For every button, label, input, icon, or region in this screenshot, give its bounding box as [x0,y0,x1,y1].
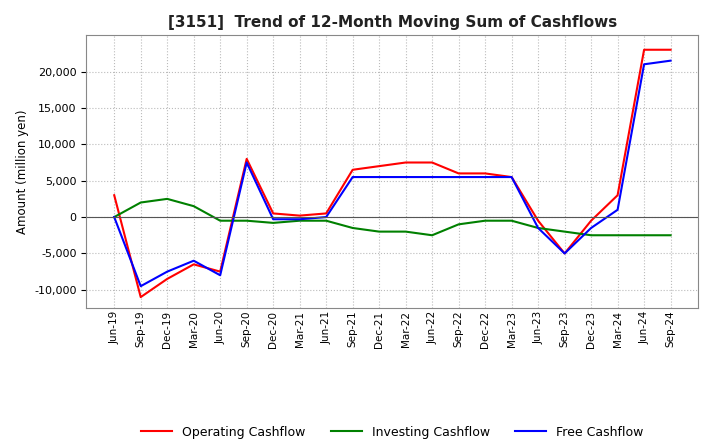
Operating Cashflow [587,218,595,224]
Free Cashflow [163,269,171,274]
Investing Cashflow [189,204,198,209]
Investing Cashflow [560,229,569,234]
Operating Cashflow [454,171,463,176]
Investing Cashflow [587,233,595,238]
Operating Cashflow [375,164,384,169]
Free Cashflow [481,174,490,180]
Investing Cashflow [216,218,225,224]
Free Cashflow [613,207,622,213]
Free Cashflow [640,62,649,67]
Investing Cashflow [110,214,119,220]
Investing Cashflow [666,233,675,238]
Operating Cashflow [428,160,436,165]
Operating Cashflow [163,276,171,282]
Operating Cashflow [348,167,357,172]
Investing Cashflow [322,218,330,224]
Operating Cashflow [481,171,490,176]
Free Cashflow [587,225,595,231]
Investing Cashflow [428,233,436,238]
Free Cashflow [243,160,251,165]
Operating Cashflow [508,174,516,180]
Operating Cashflow [136,294,145,300]
Line: Investing Cashflow: Investing Cashflow [114,199,670,235]
Free Cashflow [401,174,410,180]
Operating Cashflow [640,47,649,52]
Investing Cashflow [454,222,463,227]
Free Cashflow [136,283,145,289]
Free Cashflow [348,174,357,180]
Operating Cashflow [295,213,304,218]
Operating Cashflow [534,218,542,224]
Investing Cashflow [243,218,251,224]
Free Cashflow [508,174,516,180]
Free Cashflow [560,251,569,256]
Free Cashflow [322,214,330,220]
Free Cashflow [269,216,277,222]
Investing Cashflow [613,233,622,238]
Investing Cashflow [163,196,171,202]
Operating Cashflow [189,262,198,267]
Operating Cashflow [110,193,119,198]
Free Cashflow [534,225,542,231]
Operating Cashflow [666,47,675,52]
Investing Cashflow [508,218,516,224]
Operating Cashflow [560,251,569,256]
Legend: Operating Cashflow, Investing Cashflow, Free Cashflow: Operating Cashflow, Investing Cashflow, … [136,421,649,440]
Investing Cashflow [269,220,277,226]
Investing Cashflow [640,233,649,238]
Investing Cashflow [401,229,410,234]
Line: Free Cashflow: Free Cashflow [114,61,670,286]
Y-axis label: Amount (million yen): Amount (million yen) [16,110,29,234]
Investing Cashflow [136,200,145,205]
Free Cashflow [295,216,304,222]
Free Cashflow [110,214,119,220]
Operating Cashflow [243,156,251,161]
Operating Cashflow [269,211,277,216]
Free Cashflow [375,174,384,180]
Operating Cashflow [401,160,410,165]
Operating Cashflow [613,193,622,198]
Free Cashflow [454,174,463,180]
Line: Operating Cashflow: Operating Cashflow [114,50,670,297]
Operating Cashflow [216,269,225,274]
Investing Cashflow [481,218,490,224]
Free Cashflow [189,258,198,264]
Investing Cashflow [348,225,357,231]
Free Cashflow [216,273,225,278]
Free Cashflow [428,174,436,180]
Investing Cashflow [375,229,384,234]
Title: [3151]  Trend of 12-Month Moving Sum of Cashflows: [3151] Trend of 12-Month Moving Sum of C… [168,15,617,30]
Investing Cashflow [295,218,304,224]
Investing Cashflow [534,225,542,231]
Operating Cashflow [322,211,330,216]
Free Cashflow [666,58,675,63]
